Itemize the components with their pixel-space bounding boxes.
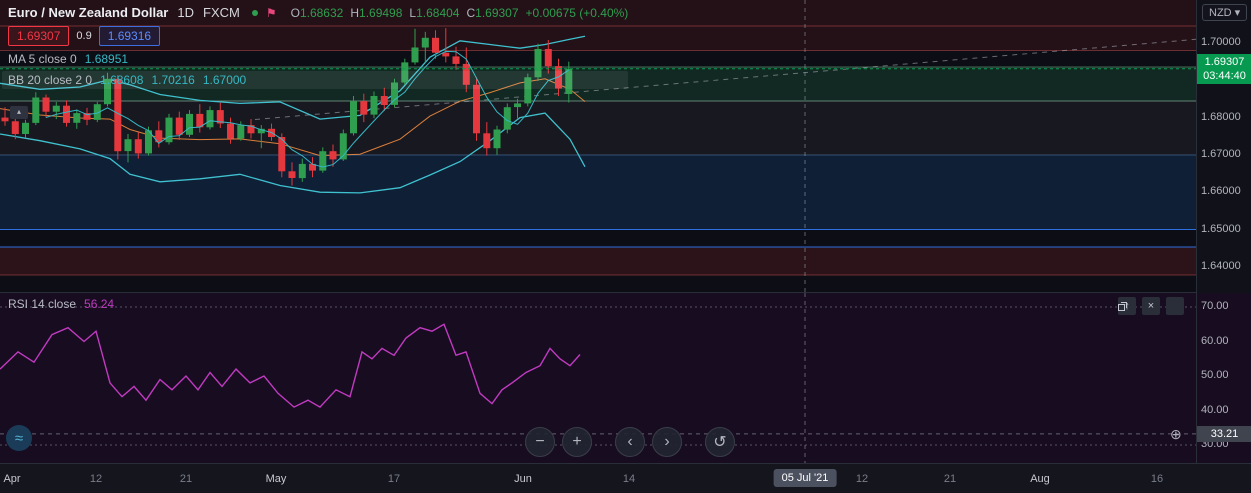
chevron-down-icon: ▾ (1234, 7, 1241, 19)
rsi-legend-row: RSI 14 close 56.24 (8, 297, 114, 311)
scroll-right-button[interactable]: › (652, 427, 682, 457)
close-pane-button[interactable]: × (1142, 297, 1160, 315)
zoom-in-button[interactable]: + (562, 427, 592, 457)
time-axis-label: 17 (387, 473, 401, 485)
bb-legend-value: 1.68608 (100, 73, 144, 87)
time-crosshair-badge: 05 Jul '21 (773, 469, 837, 487)
price-axis-tick: 1.67000 (1201, 148, 1241, 160)
price-axis-tick: 1.65000 (1201, 223, 1241, 235)
time-axis-label: Aug (1030, 473, 1050, 485)
rsi-legend-label[interactable]: RSI 14 close (8, 297, 77, 311)
time-axis-label: May (265, 473, 287, 485)
rsi-crosshair-badge: 33.21 (1197, 426, 1251, 442)
rsi-legend-value: 56.24 (84, 297, 115, 311)
bb-legend-value: 1.67000 (202, 73, 247, 87)
market-status-icon (251, 9, 258, 16)
ma-legend-value: 1.68951 (84, 52, 129, 66)
sell-price-button[interactable]: 1.69307 (8, 26, 70, 46)
time-axis-label: Jun (514, 473, 532, 485)
maximize-icon (1118, 301, 1127, 311)
bar-countdown: 03:44:40 (1203, 70, 1246, 82)
add-alert-icon[interactable]: ⊕ (1170, 426, 1182, 442)
rsi-pane-canvas[interactable] (0, 293, 1196, 463)
currency-label: NZD (1209, 7, 1232, 19)
currency-dropdown[interactable]: NZD ▾ (1202, 4, 1248, 21)
waves-icon[interactable]: ≈ (6, 425, 32, 451)
buy-price-button[interactable]: 1.69316 (98, 26, 161, 46)
zoom-out-button[interactable]: − (525, 427, 555, 457)
time-axis-label: 12 (89, 473, 103, 485)
price-axis-tick: 1.66000 (1201, 185, 1241, 197)
chart-nav-toolbar: − + ‹ › ↺ (525, 427, 735, 457)
time-axis-label: 16 (1150, 473, 1164, 485)
time-axis-label: 14 (622, 473, 636, 485)
price-axis-tick: 1.68000 (1201, 111, 1241, 123)
ohlc-item: C1.69307 (466, 5, 519, 20)
bb-legend-label[interactable]: BB 20 close 2 0 (8, 73, 93, 87)
time-axis-label: 21 (943, 473, 957, 485)
spread-value: 0.9 (76, 30, 92, 42)
interval-label[interactable]: 1D (177, 5, 194, 20)
ohlc-item: H1.69498 (350, 5, 403, 20)
ma-legend-row: MA 5 close 0 1.68951 (8, 52, 628, 66)
rsi-pane-buttons: ↑ × (1118, 297, 1184, 315)
ohlc-values: O1.68632 H1.69498 L1.68404 C1.69307 +0.00675… (291, 6, 629, 20)
time-axis-label: 21 (179, 473, 193, 485)
symbol-title[interactable]: Euro / New Zealand Dollar (8, 5, 169, 20)
main-chart-canvas[interactable] (0, 0, 1196, 293)
price-axis-main-bg (1197, 0, 1251, 293)
scroll-left-button[interactable]: ‹ (615, 427, 645, 457)
last-price-value: 1.69307 (1204, 56, 1245, 68)
pane-separator[interactable] (0, 292, 1251, 293)
bb-legend-value: 1.70216 (151, 73, 195, 87)
exchange-label: FXCM (203, 5, 240, 20)
price-axis-tick: 1.64000 (1201, 260, 1241, 272)
chart-legend: Euro / New Zealand Dollar 1D FXCM ⚑ O1.6… (2, 5, 629, 94)
flag-icon[interactable]: ⚑ (265, 5, 277, 20)
price-axis-tick: 60.00 (1201, 335, 1229, 347)
last-price-badge: 1.69307 03:44:40 (1197, 54, 1251, 84)
time-axis-label: 12 (855, 473, 869, 485)
maximize-pane-button[interactable] (1118, 297, 1184, 315)
change-value: +0.00675 (+0.40%) (525, 5, 629, 20)
ohlc-item: O1.68632 (290, 5, 344, 20)
price-axis[interactable]: NZD ▾ 1.70000 1.68000 1.67000 1.66000 1.6500… (1196, 0, 1251, 463)
price-axis-tick: 40.00 (1201, 404, 1229, 416)
time-axis[interactable]: 05 Jul '21 Apr 12 21 May 17 Jun 14 12 21 Aug 16 (0, 463, 1251, 493)
price-axis-tick: 1.70000 (1201, 36, 1241, 48)
bb-legend-row: BB 20 close 2 0 1.68608 1.70216 1.67000 (2, 71, 629, 89)
ma-legend-label[interactable]: MA 5 close 0 (8, 52, 77, 66)
symbol-header-row: Euro / New Zealand Dollar 1D FXCM ⚑ O1.6… (8, 5, 628, 20)
price-axis-tick: 70.00 (1201, 300, 1229, 312)
reset-view-button[interactable]: ↺ (705, 427, 735, 457)
bid-ask-row: 1.69307 0.9 1.69316 (8, 26, 628, 46)
price-axis-tick: 50.00 (1201, 369, 1229, 381)
time-axis-label: Apr (3, 473, 21, 485)
ohlc-item: L1.68404 (409, 5, 460, 20)
left-price-marker-icon[interactable]: ▴ (10, 106, 28, 119)
